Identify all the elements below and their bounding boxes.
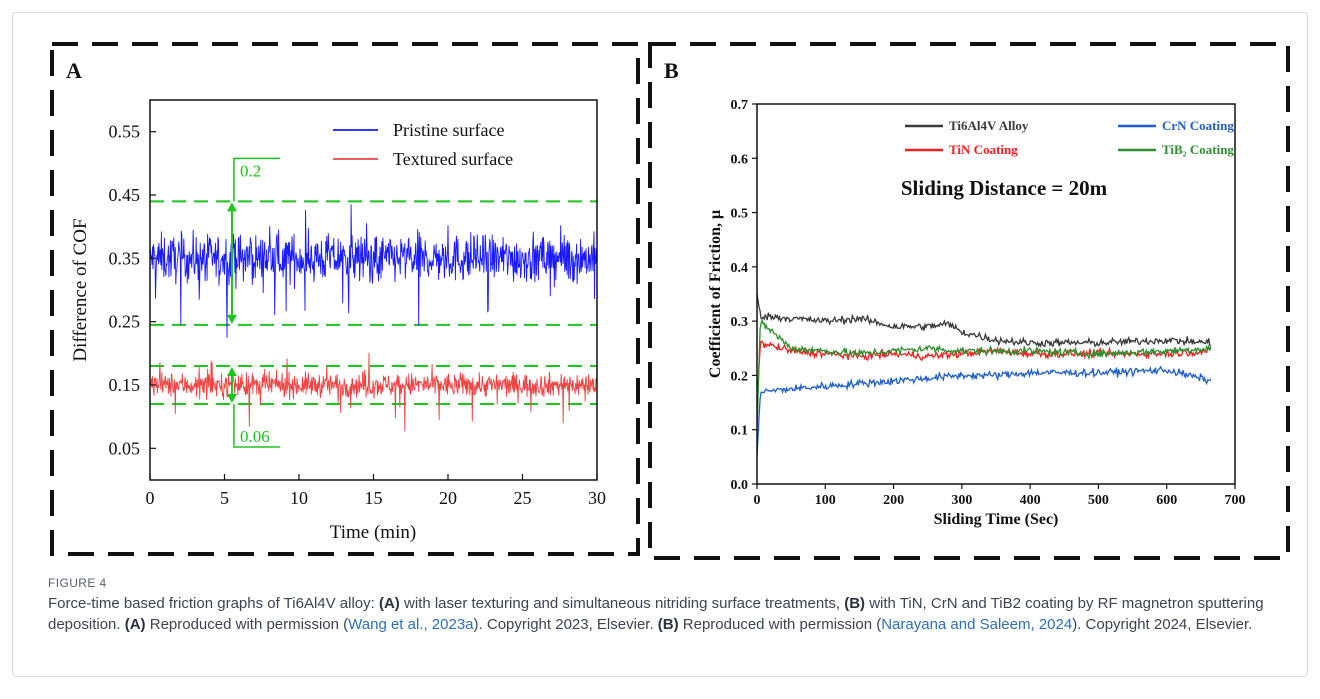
x-tick-label: 300 bbox=[951, 493, 972, 508]
caption-tag-b: (B) bbox=[844, 595, 866, 612]
panel-b-dashed-frame bbox=[648, 42, 1290, 560]
panel-b-x-axis: 0 100 200 300 400 500 600 700 bbox=[754, 484, 1246, 508]
arrowhead-down-0 bbox=[226, 314, 237, 324]
legend-label: Pristine surface bbox=[393, 120, 504, 140]
y-tick-label: 0.25 bbox=[109, 312, 141, 332]
caption-text: Force-time based friction graphs of Ti6A… bbox=[48, 593, 1288, 635]
y-tick-label: 0.1 bbox=[731, 424, 749, 439]
x-tick-label: 200 bbox=[883, 493, 904, 508]
series-line-tib2 bbox=[757, 317, 1212, 430]
panel-b-series bbox=[757, 293, 1212, 457]
figure-label: FIGURE 4 bbox=[48, 576, 107, 590]
caption-intro: Force-time based friction graphs of Ti6A… bbox=[48, 595, 379, 612]
panel-b-x-label: Sliding Time (Sec) bbox=[934, 511, 1059, 528]
y-tick-label: 0.4 bbox=[731, 261, 749, 276]
caption-tag-a-repro: (A) bbox=[124, 616, 146, 633]
legend-label: CrN Coating bbox=[1162, 118, 1234, 133]
panel-b-legend: Ti6Al4V Alloy CrN Coating TiN Coating TiB₂ … bbox=[905, 118, 1234, 157]
y-tick-label: 0.2 bbox=[731, 369, 749, 384]
x-tick-label: 0 bbox=[754, 493, 761, 508]
series-line-textured bbox=[150, 352, 597, 432]
panel-a-series bbox=[150, 204, 597, 432]
panel-b-sliding-distance-note: Sliding Distance = 20m bbox=[901, 176, 1108, 200]
panel-a-letter: A bbox=[66, 58, 82, 83]
legend-label: TiB₂ Coating bbox=[1162, 142, 1234, 157]
figure-panels: A B 0.2 0.06 0 5 10 15 20 25 30 0.05 0.15 0.25 0.3… bbox=[50, 42, 1290, 560]
y-tick-label: 0.15 bbox=[109, 375, 141, 395]
reference-link-narayana[interactable]: Narayana and Saleem, 2024 bbox=[881, 616, 1073, 633]
annotation-label-0: 0.2 bbox=[240, 161, 261, 180]
panel-a-chart: 0.2 0.06 0 5 10 15 20 25 30 0.05 0.15 0.25 0.35 0.4… bbox=[70, 99, 606, 543]
annotation-bracket-1 bbox=[233, 404, 280, 448]
y-tick-label: 0.45 bbox=[109, 185, 141, 205]
panel-a-reference-lines bbox=[150, 200, 597, 405]
caption-text-b: with TiN, CrN and TiB2 coating by RF mag… bbox=[48, 595, 1264, 633]
reference-link-wang[interactable]: Wang et al., 2023a bbox=[348, 616, 474, 633]
panel-a-y-label: Difference of COF bbox=[70, 218, 91, 361]
panel-b-y-axis: 0.0 0.1 0.2 0.3 0.4 0.5 0.6 0.7 bbox=[731, 98, 757, 493]
x-tick-label: 400 bbox=[1020, 493, 1041, 508]
panel-a-annotations: 0.2 0.06 bbox=[226, 157, 280, 448]
x-tick-label: 500 bbox=[1088, 493, 1109, 508]
x-tick-label: 700 bbox=[1225, 493, 1246, 508]
arrowhead-up-0 bbox=[226, 202, 237, 212]
caption-repro-a: Reproduced with permission ( bbox=[145, 616, 349, 633]
x-tick-label: 15 bbox=[365, 488, 383, 508]
y-tick-label: 0.5 bbox=[731, 207, 749, 222]
y-tick-label: 0.0 bbox=[731, 478, 749, 493]
caption-repro-b: Reproduced with permission ( bbox=[678, 616, 882, 633]
series-line-pristine bbox=[150, 204, 597, 338]
panel-a-x-axis: 0 5 10 15 20 25 30 bbox=[146, 474, 606, 508]
series-line-crn bbox=[757, 365, 1212, 457]
panel-a-y-axis: 0.05 0.15 0.25 0.35 0.45 0.55 bbox=[109, 122, 156, 458]
annotation-bracket-0 bbox=[233, 157, 280, 202]
legend-label: Textured surface bbox=[393, 149, 513, 169]
caption-copyright-a: ). Copyright 2023, Elsevier. bbox=[473, 616, 658, 633]
x-tick-label: 0 bbox=[146, 488, 155, 508]
arrowhead-down-1 bbox=[226, 394, 237, 403]
x-tick-label: 20 bbox=[439, 488, 457, 508]
panel-a-x-label: Time (min) bbox=[330, 522, 416, 543]
panel-b-y-label: Coefficient of Friction, μ bbox=[707, 210, 724, 378]
legend-label: Ti6Al4V Alloy bbox=[949, 118, 1029, 133]
x-tick-label: 25 bbox=[514, 488, 532, 508]
series-line-ti6al4v bbox=[757, 293, 1212, 349]
arrowhead-up-1 bbox=[226, 367, 237, 376]
y-tick-label: 0.3 bbox=[731, 315, 749, 330]
x-tick-label: 600 bbox=[1156, 493, 1177, 508]
y-tick-label: 0.35 bbox=[109, 248, 141, 268]
y-tick-label: 0.6 bbox=[731, 152, 749, 167]
caption-copyright-b: ). Copyright 2024, Elsevier. bbox=[1072, 616, 1253, 633]
panel-a-legend: Pristine surface Textured surface bbox=[333, 120, 513, 169]
y-tick-label: 0.05 bbox=[109, 438, 141, 458]
x-tick-label: 10 bbox=[290, 488, 308, 508]
figure-container bbox=[12, 12, 1308, 677]
caption-tag-b-repro: (B) bbox=[657, 616, 679, 633]
x-tick-label: 5 bbox=[220, 488, 229, 508]
figure-caption: FIGURE 4 Force-time based friction graph… bbox=[48, 576, 1288, 635]
panel-b-letter: B bbox=[664, 58, 679, 83]
panel-a-dashed-frame bbox=[50, 42, 640, 556]
panel-a-plot-frame bbox=[149, 99, 598, 481]
y-tick-label: 0.7 bbox=[731, 98, 749, 113]
legend-label: TiN Coating bbox=[949, 142, 1018, 157]
annotation-label-1: 0.06 bbox=[240, 427, 270, 446]
caption-tag-a: (A) bbox=[378, 595, 400, 612]
y-tick-label: 0.55 bbox=[109, 122, 141, 142]
x-tick-label: 30 bbox=[588, 488, 606, 508]
panel-b-chart: 0 100 200 300 400 500 600 700 0.00.10.20.30.40.… bbox=[707, 98, 1246, 528]
panel-b-plot-frame bbox=[756, 103, 1236, 485]
caption-text-a: with laser texturing and simultaneous ni… bbox=[399, 595, 845, 612]
x-tick-label: 100 bbox=[815, 493, 836, 508]
